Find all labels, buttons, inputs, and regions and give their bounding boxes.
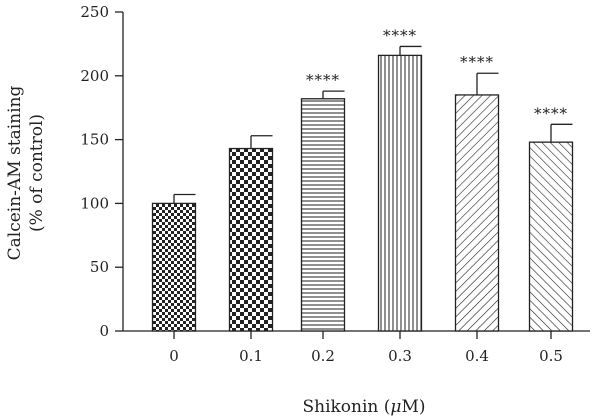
significance-label-0.5: ****: [534, 104, 568, 122]
y-axis-title-line2: (% of control): [27, 114, 47, 232]
x-axis-title: Shikonin (μM): [302, 397, 425, 417]
y-tick-label-0: 0: [99, 322, 109, 340]
x-tick-label-1: 0.1: [239, 347, 263, 365]
significance-label-0.2: ****: [306, 71, 340, 89]
significance-label-0.4: ****: [460, 53, 494, 71]
significance-label-0.3: ****: [383, 26, 417, 44]
y-axis-title-line1: Calcein-AM staining: [5, 86, 25, 261]
y-axis: 0 50 100 150 200 250: [80, 3, 124, 340]
y-tick-label-250: 250: [80, 3, 109, 21]
y-tick-label-100: 100: [80, 194, 109, 212]
bar-0: [151, 202, 197, 332]
y-tick-label-200: 200: [80, 67, 109, 85]
x-tick-label-5: 0.5: [539, 347, 563, 365]
bar-0.5: [528, 141, 574, 332]
bar-0.3: [377, 54, 423, 332]
bar-0.1: [228, 147, 274, 332]
x-axis-title-tail: M): [401, 397, 425, 417]
x-axis-title-main: Shikonin (: [302, 397, 390, 417]
x-tick-label-0: 0: [169, 347, 179, 365]
x-tick-label-2: 0.2: [311, 347, 335, 365]
bar-0.4: [454, 94, 500, 332]
y-tick-label-50: 50: [90, 258, 109, 276]
x-axis-title-unit: μ: [390, 397, 401, 417]
bar-0.2: [300, 98, 346, 332]
y-tick-label-150: 150: [80, 131, 109, 149]
x-tick-label-4: 0.4: [465, 347, 489, 365]
bars: **** **** **** ****: [151, 26, 574, 332]
x-tick-label-3: 0.3: [388, 347, 412, 365]
x-axis: 0 0.1 0.2 0.3 0.4 0.5: [123, 330, 590, 365]
